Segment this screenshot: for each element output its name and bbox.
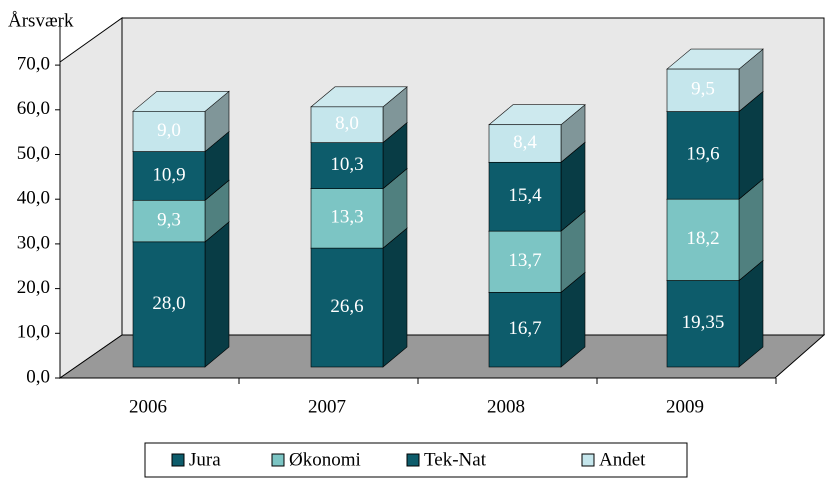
bar <box>666 68 740 112</box>
y-tick-label: 20,0 <box>17 277 50 298</box>
bar-side-shade <box>561 142 585 232</box>
value-label: 19,35 <box>682 312 725 333</box>
bar-top-shade <box>489 104 585 125</box>
legend-label: Jura <box>189 449 221 470</box>
bar-side-shade <box>561 104 585 163</box>
bar <box>310 106 384 143</box>
bar-side-shade <box>205 131 229 201</box>
bar-side-shade <box>383 228 407 367</box>
legend-label: Tek-Nat <box>424 449 487 470</box>
value-label: 9,3 <box>157 209 181 230</box>
value-label: 10,3 <box>330 154 363 175</box>
y-tick-label: 60,0 <box>17 98 50 119</box>
legend-swatch <box>581 453 595 467</box>
value-label: 9,0 <box>157 120 181 141</box>
bar <box>132 151 206 201</box>
bar-side-shade <box>739 179 763 281</box>
legend-swatch <box>271 453 285 467</box>
bar-side-shade <box>739 49 763 112</box>
bar <box>132 241 206 368</box>
value-label: 28,0 <box>152 293 185 314</box>
y-tick-label: 40,0 <box>17 188 50 209</box>
bar <box>132 111 206 152</box>
x-tick-label: 2009 <box>666 396 704 417</box>
value-label: 13,3 <box>330 207 363 228</box>
bar-side-shade <box>739 260 763 367</box>
legend-swatch <box>171 453 185 467</box>
bar-side-shade <box>739 91 763 200</box>
value-label: 9,5 <box>691 79 715 100</box>
y-tick-label: 10,0 <box>17 322 50 343</box>
bar <box>132 199 206 243</box>
bar-side-shade <box>383 86 407 143</box>
bar-side-shade <box>561 272 585 367</box>
bar-top-shade <box>667 49 763 70</box>
bar <box>666 280 740 368</box>
bar <box>310 247 384 368</box>
y-tick-label: 30,0 <box>17 232 50 253</box>
legend-label: Andet <box>599 449 646 470</box>
bar <box>310 188 384 249</box>
bar <box>310 142 384 189</box>
x-tick-label: 2008 <box>487 396 525 417</box>
bar-top-shade <box>133 91 229 112</box>
value-label: 15,4 <box>508 185 542 206</box>
bar-side-shade <box>383 122 407 189</box>
value-label: 26,6 <box>330 296 363 317</box>
bar-side-shade <box>561 211 585 293</box>
legend-label: Økonomi <box>289 449 361 470</box>
x-tick-label: 2006 <box>129 396 167 417</box>
x-tick-label: 2007 <box>308 396 346 417</box>
value-label: 13,7 <box>508 250 541 271</box>
value-label: 8,4 <box>513 132 537 153</box>
y-tick-label: 70,0 <box>17 53 50 74</box>
bar-top-shade <box>311 86 407 107</box>
value-label: 19,6 <box>686 144 719 165</box>
y-tick-label: 50,0 <box>17 143 50 164</box>
value-label: 8,0 <box>335 113 359 134</box>
value-label: 10,9 <box>152 164 185 185</box>
bar <box>666 111 740 200</box>
value-label: 16,7 <box>508 318 541 339</box>
bar-side-shade <box>383 168 407 249</box>
bar-side-shade <box>205 180 229 242</box>
value-label: 18,2 <box>686 228 719 249</box>
legend-swatch <box>406 453 420 467</box>
side-wall <box>59 17 123 379</box>
y-axis-title: Årsværk <box>8 10 74 31</box>
bar <box>488 292 562 368</box>
bar <box>488 124 562 163</box>
bar-side-shade <box>205 221 229 367</box>
y-tick-label: 0,0 <box>26 366 50 387</box>
bar <box>666 198 740 281</box>
